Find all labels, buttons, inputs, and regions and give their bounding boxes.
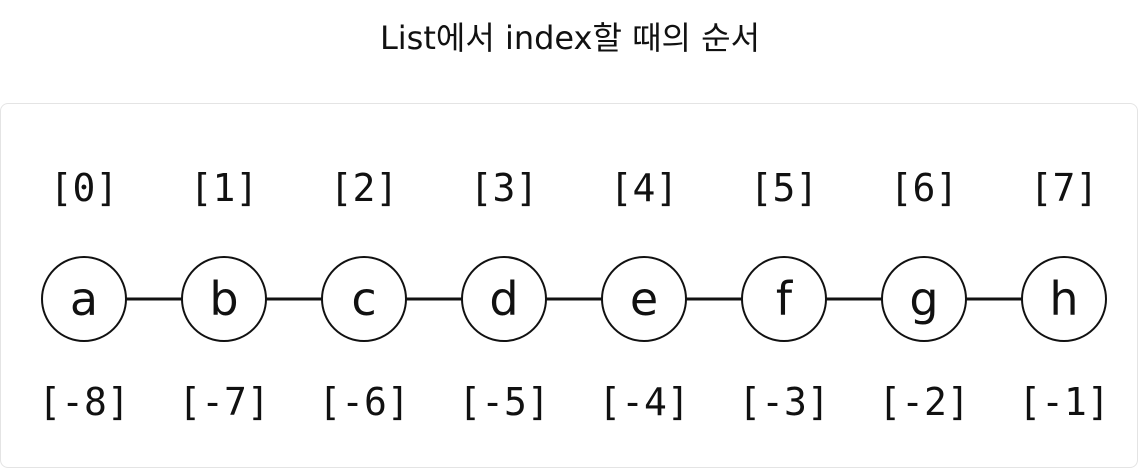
node-circle — [41, 256, 127, 342]
node-label: h — [1049, 272, 1078, 326]
node-circle — [601, 256, 687, 342]
node-label: e — [630, 272, 658, 326]
node-circle — [881, 256, 967, 342]
node-circle — [461, 256, 547, 342]
negative-index-label: [-8] — [38, 380, 130, 424]
node-label: f — [776, 272, 794, 326]
node-label: c — [351, 272, 376, 326]
node-circle — [181, 256, 267, 342]
node-circle — [741, 256, 827, 342]
positive-index-label: [4] — [610, 166, 679, 210]
negative-index-label: [-2] — [878, 380, 970, 424]
diagram-panel — [0, 103, 1138, 468]
positive-index-label: [7] — [1030, 166, 1099, 210]
node-circle — [1021, 256, 1107, 342]
node-label: a — [70, 272, 98, 326]
negative-index-label: [-1] — [1018, 380, 1110, 424]
positive-index-label: [2] — [330, 166, 399, 210]
negative-index-label: [-6] — [318, 380, 410, 424]
negative-index-label: [-4] — [598, 380, 690, 424]
node-label: d — [489, 272, 518, 326]
positive-index-label: [5] — [750, 166, 819, 210]
positive-index-label: [1] — [190, 166, 259, 210]
positive-index-label: [0] — [50, 166, 119, 210]
positive-index-label: [3] — [470, 166, 539, 210]
negative-index-label: [-3] — [738, 380, 830, 424]
node-circle — [321, 256, 407, 342]
node-label: g — [909, 272, 938, 326]
node-label: b — [209, 272, 238, 326]
list-nodes: a b c d e f g h — [41, 256, 1107, 342]
negative-index-label: [-7] — [178, 380, 270, 424]
positive-index-label: [6] — [890, 166, 959, 210]
negative-index-label: [-5] — [458, 380, 550, 424]
index-labels: [0] [-8] [1] [-7] [2] [-6] [3] [-5] [4] [-4] [5] [-… — [38, 166, 1110, 424]
diagram-title: List에서 index할 때의 순서 — [379, 19, 761, 57]
